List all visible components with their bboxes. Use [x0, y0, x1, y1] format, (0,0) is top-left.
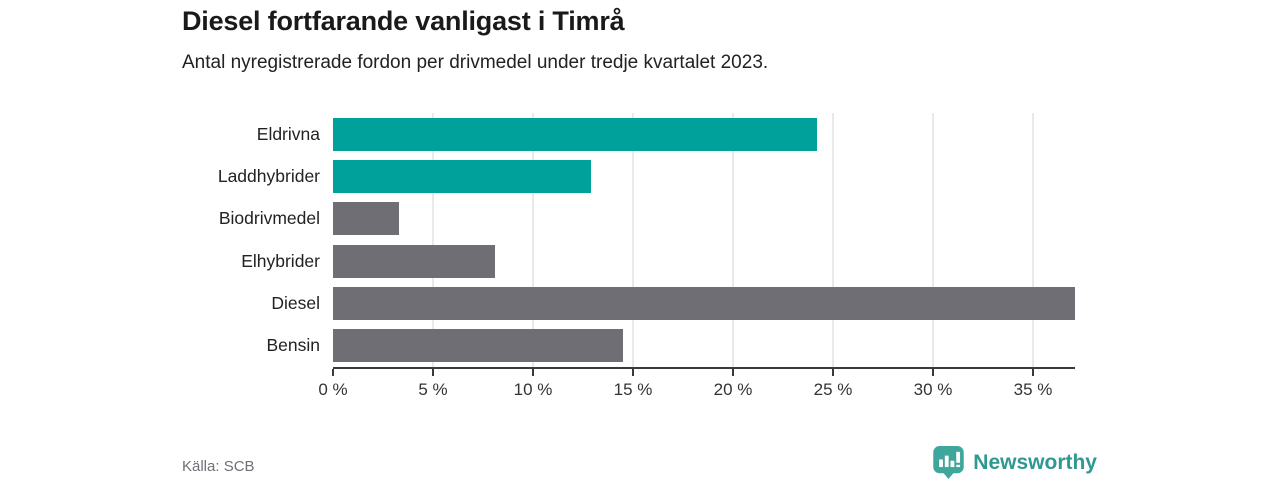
tick-label: 0 % — [318, 380, 348, 399]
bar-row: Bensin — [182, 325, 1075, 367]
gridline — [532, 113, 534, 367]
tick-label: 20 % — [713, 380, 753, 399]
bar-row: Elhybrider — [182, 240, 1075, 282]
category-label: Laddhybrider — [217, 165, 320, 186]
tick-mark — [832, 369, 834, 376]
newsworthy-pin-icon — [933, 446, 965, 479]
category-label: Biodrivmedel — [218, 208, 320, 229]
category-label: Diesel — [271, 292, 320, 313]
gridlines — [333, 113, 1075, 367]
tick-mark — [332, 369, 334, 376]
bar-row: Eldrivna — [182, 113, 1075, 155]
bar-track — [333, 159, 1075, 193]
chart-title: Diesel fortfarande vanligast i Timrå — [182, 6, 625, 36]
brand-name: Newsworthy — [973, 450, 1097, 474]
bar-eldrivna — [333, 117, 817, 151]
x-axis: 0 % 5 % 10 % 15 % 20 % 25 % 30 % 35 % — [318, 367, 1075, 409]
gridline — [932, 113, 934, 367]
tick-mark — [632, 369, 634, 376]
bar-row: Diesel — [182, 282, 1075, 324]
bar-row: Biodrivmedel — [182, 198, 1075, 240]
bar-rows: Eldrivna Laddhybrider Biodrivmedel Elhybrid… — [182, 113, 1075, 367]
brand-logo: Newsworthy — [933, 446, 1097, 479]
bar-biodrivmedel — [333, 202, 399, 236]
bar-row: Laddhybrider — [182, 155, 1075, 197]
bar-bensin — [333, 329, 623, 363]
bar-track — [333, 202, 1075, 236]
tick-mark — [932, 369, 934, 376]
bar-diesel — [333, 286, 1075, 320]
bar-track — [333, 329, 1075, 363]
tick-label: 25 % — [813, 380, 853, 399]
tick-label: 30 % — [913, 380, 953, 399]
source-note: Källa: SCB — [182, 458, 255, 475]
tick-mark — [732, 369, 734, 376]
tick-mark — [432, 369, 434, 376]
category-label: Bensin — [266, 335, 320, 356]
bar-elhybrider — [333, 244, 495, 278]
tick-label: 5 % — [418, 380, 448, 399]
gridline — [1032, 113, 1034, 367]
gridline — [732, 113, 734, 367]
tick-mark — [1032, 369, 1034, 376]
category-label: Elhybrider — [241, 250, 320, 271]
tick-label: 10 % — [513, 380, 553, 399]
category-label: Eldrivna — [256, 123, 320, 144]
tick-label: 15 % — [613, 380, 653, 399]
bar-track — [333, 286, 1075, 320]
tick-label: 35 % — [1013, 380, 1053, 399]
tick-mark — [532, 369, 534, 376]
gridline — [832, 113, 834, 367]
bar-laddhybrider — [333, 159, 591, 193]
bar-chart: Eldrivna Laddhybrider Biodrivmedel Elhybrid… — [182, 113, 1075, 413]
gridline — [432, 113, 434, 367]
gridline — [632, 113, 634, 367]
bar-track — [333, 117, 1075, 151]
chart-subtitle: Antal nyregistrerade fordon per drivmede… — [182, 52, 769, 73]
bar-track — [333, 244, 1075, 278]
chart-header: Diesel fortfarande vanligast i Timrå Ant… — [182, 6, 768, 74]
